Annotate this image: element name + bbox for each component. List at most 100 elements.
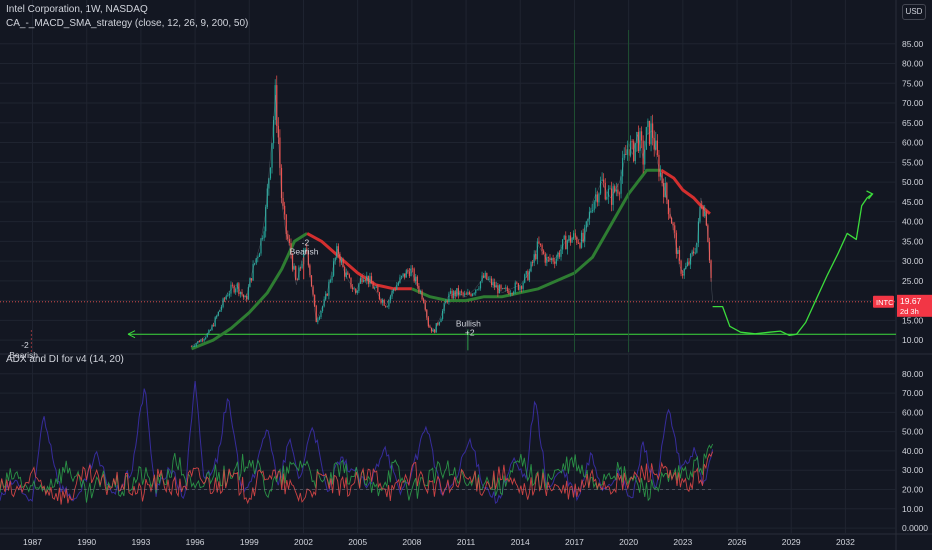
price-candle-body: [460, 291, 463, 293]
price-candle-body: [246, 295, 248, 300]
price-candle-body: [484, 272, 486, 278]
price-candle-body: [340, 259, 343, 263]
price-candle-body: [339, 253, 341, 263]
price-candle-body: [254, 263, 256, 265]
price-tag-value: 19.67: [900, 296, 922, 306]
price-candle-body: [569, 235, 572, 243]
price-candle-body: [391, 290, 393, 297]
price-candle-body: [686, 261, 688, 266]
currency-button[interactable]: USD: [902, 4, 926, 20]
price-tick-label: 15.00: [902, 315, 924, 325]
price-candle-body: [443, 303, 445, 311]
price-candle-body: [483, 275, 485, 278]
price-candle-body: [413, 268, 415, 282]
price-candle-body: [277, 125, 279, 138]
x-tick-label: 2014: [511, 537, 530, 547]
price-candle-body: [505, 287, 507, 289]
price-candle-body: [298, 267, 300, 280]
price-tick-label: 80.00: [902, 59, 924, 69]
price-candle-body: [707, 225, 709, 243]
adx-panel[interactable]: [0, 380, 714, 505]
price-candle-body: [490, 278, 493, 286]
price-candle-body: [579, 243, 581, 248]
price-candle-body: [481, 275, 483, 282]
x-tick-label: 2011: [457, 537, 476, 547]
mid-signal-label: Bearish: [290, 246, 319, 256]
price-candle-body: [194, 345, 196, 347]
price-candle-body: [592, 210, 594, 212]
price-candle-body: [685, 265, 687, 270]
price-candle-body: [677, 250, 679, 254]
price-candle-body: [629, 141, 632, 156]
price-candle-body: [590, 211, 592, 213]
adx-indicator-label[interactable]: ADX and DI for v4 (14, 20): [6, 354, 124, 365]
sma200-line-bullish: [190, 232, 308, 351]
price-candle-body: [435, 323, 437, 333]
price-candle-body: [639, 131, 641, 152]
price-candle-body: [506, 287, 508, 291]
price-tick-label: 30.00: [902, 256, 924, 266]
price-candle-body: [656, 140, 658, 155]
price-candle-body: [658, 154, 660, 177]
price-candle-body: [217, 311, 219, 316]
price-candle-body: [546, 257, 548, 263]
price-candle-body: [495, 285, 497, 288]
price-candle-body: [323, 299, 325, 307]
price-candle-body: [652, 123, 654, 139]
price-tick-label: 40.00: [902, 217, 924, 227]
x-tick-label: 2029: [782, 537, 801, 547]
price-candle-body: [307, 251, 309, 266]
price-candle-body: [252, 264, 254, 281]
mid-signal-value: -2: [302, 237, 310, 247]
price-tick-label: 55.00: [902, 157, 924, 167]
price-candle-body: [562, 239, 564, 250]
price-candle-body: [536, 241, 538, 260]
price-candle-body: [642, 140, 644, 165]
ticker-tag-text: INTC: [876, 298, 894, 307]
price-candle-body: [236, 283, 238, 289]
price-candle-body: [231, 284, 234, 286]
price-candle-body: [568, 235, 570, 242]
price-candle-body: [645, 127, 647, 150]
price-candle-body: [456, 288, 458, 297]
price-candle-body: [672, 223, 674, 226]
ticker-tag: [873, 295, 894, 308]
price-candle-body: [329, 280, 332, 282]
price-candle-body: [486, 272, 488, 280]
adx-tick-label: 40.00: [902, 446, 924, 456]
price-candle-body: [558, 252, 561, 257]
price-candle-body: [527, 271, 529, 281]
price-candle-body: [347, 272, 349, 275]
price-candle-body: [508, 290, 510, 295]
price-candle-body: [396, 285, 398, 290]
price-candle-body: [437, 323, 439, 325]
price-candle-body: [503, 288, 505, 289]
price-candle-body: [397, 282, 399, 286]
price-candle-body: [577, 242, 580, 244]
price-candle-body: [694, 252, 696, 254]
price-candle-body: [222, 298, 224, 307]
price-candle-body: [468, 292, 471, 295]
price-candle-body: [315, 305, 317, 323]
price-candle-body: [219, 309, 221, 312]
price-candle-body: [230, 284, 232, 294]
price-candle-body: [623, 153, 625, 158]
price-candle-body: [348, 274, 351, 278]
price-candle-body: [306, 248, 308, 252]
adx-tick-label: 20.00: [902, 485, 924, 495]
price-candle-body: [328, 281, 330, 296]
adx-tick-label: 60.00: [902, 407, 924, 417]
price-candle-body: [453, 291, 455, 299]
price-candle-body: [271, 143, 273, 168]
support-arrow-head: [127, 330, 136, 339]
price-candle-body: [682, 273, 684, 276]
strategy-indicator-label[interactable]: CA_-_MACD_SMA_strategy (close, 12, 26, 9…: [6, 18, 249, 29]
price-candle-body: [255, 258, 257, 264]
price-candle-body: [479, 281, 482, 289]
price-candle-body: [696, 242, 698, 253]
price-candle-body: [451, 290, 453, 299]
price-candle-body: [697, 221, 700, 243]
price-candle-body: [614, 186, 616, 192]
price-panel[interactable]: [0, 75, 896, 351]
